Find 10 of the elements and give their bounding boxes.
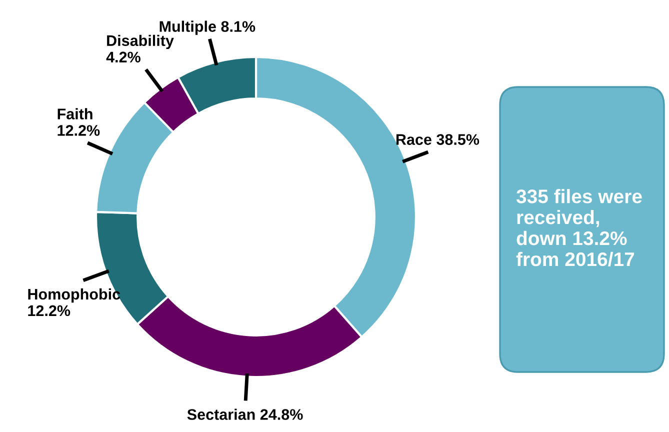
slice-label: Homophobic	[28, 288, 120, 303]
slice-label: Faith	[58, 108, 92, 120]
data-label: 12.2%	[58, 125, 100, 136]
text: 335 files were received, down 13.2% from 2016/17	[516, 189, 642, 266]
slice-label: Multiple 8.1%	[160, 20, 256, 35]
slice-label: Race 38.5%	[396, 134, 480, 145]
slice-label: Disability	[107, 34, 174, 50]
data-label: 12.2%	[28, 305, 70, 316]
data-label: 4.2%	[106, 52, 140, 62]
slice-label: Sectarian 24.8%	[187, 408, 303, 420]
